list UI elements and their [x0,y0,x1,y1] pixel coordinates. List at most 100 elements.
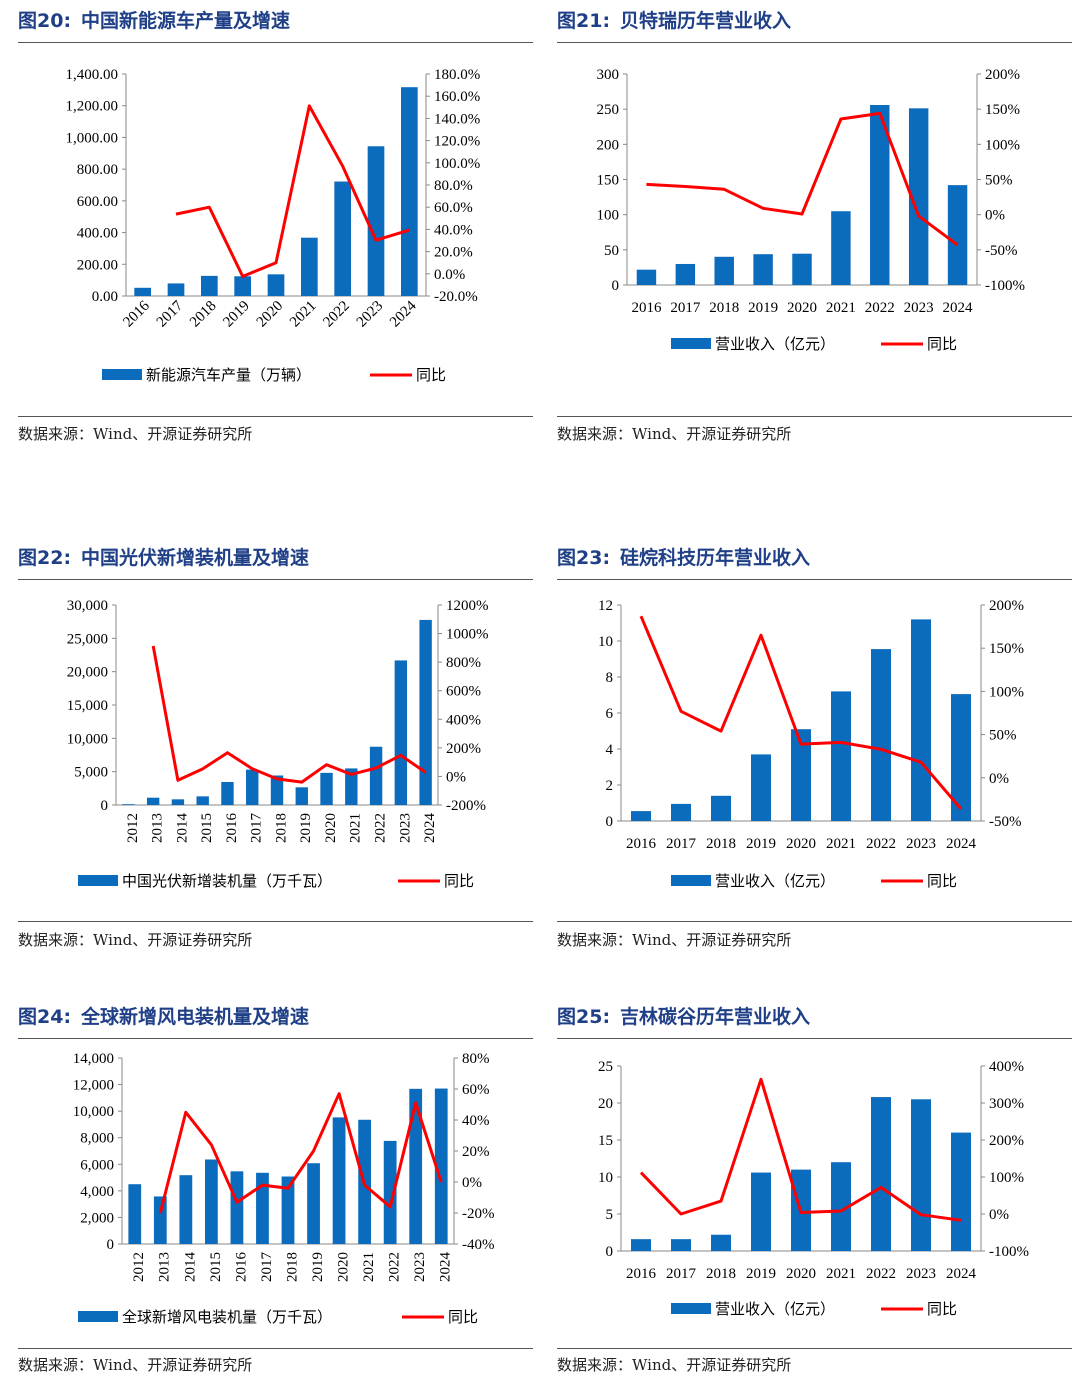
left-tick-label: 150 [597,173,620,189]
left-tick-label: 800.00 [77,162,118,178]
right-tick-label: -40% [462,1237,495,1253]
bar-2017 [167,283,185,296]
legend-bar-label: 营业收入（亿元） [715,1300,835,1318]
right-tick-label: 100% [989,684,1024,700]
figure-title: 图25: 吉林碳谷历年营业收入 [557,1002,810,1029]
figure-title-text: 中国新能源车产量及增速 [81,10,291,32]
bar-2017 [675,263,696,285]
figure-title-text: 全球新增风电装机量及增速 [81,1006,310,1028]
bar-2019 [307,1163,320,1244]
bar-2017 [671,1239,691,1251]
chart-c20: 0.00 200.00 400.00 600.00 800.00 1,000.00 1,20… [66,67,481,384]
left-tick-label: 12 [598,598,613,614]
right-tick-label: 0% [985,208,1005,224]
legend-bar-swatch [671,1303,711,1314]
left-tick-label: 0 [606,814,614,830]
right-tick-label: -100% [985,278,1025,294]
left-tick-label: 25 [598,1059,613,1075]
right-tick-label: 0% [989,771,1009,787]
bar-2016 [631,811,651,821]
bar-2020 [267,274,285,296]
x-tick-label: 2020 [336,1252,352,1282]
x-tick-label: 2020 [787,300,817,316]
figure-title: 图24: 全球新增风电装机量及增速 [18,1002,309,1029]
right-tick-label: 200% [989,598,1024,614]
left-tick-label: 6,000 [80,1157,114,1173]
bar-2021 [345,768,358,805]
right-tick-label: 20% [462,1144,490,1160]
x-tick-label: 2020 [254,298,287,331]
bar-2018 [711,795,731,821]
x-tick-label: 2014 [174,813,190,844]
left-tick-label: 5 [606,1207,614,1223]
title-rule [18,579,533,580]
x-tick-label: 2015 [208,1252,224,1282]
x-tick-label: 2021 [348,813,364,843]
source-rule [18,416,533,417]
left-tick-label: 0 [107,1237,115,1253]
x-tick-label: 2019 [748,300,778,316]
right-tick-label: 150% [985,102,1020,118]
left-tick-label: 8 [606,670,614,686]
bar-2023 [911,619,931,821]
source-note: 数据来源：Wind、开源证券研究所 [18,931,253,949]
right-tick-label: 160.0% [434,89,480,105]
x-tick-label: 2024 [943,300,974,316]
right-tick-label: 0.0% [434,267,465,283]
x-tick-label: 2015 [199,813,215,843]
x-tick-label: 2023 [412,1252,428,1282]
bar-2020 [332,1117,346,1244]
right-tick-label: 40% [462,1113,490,1129]
x-tick-label: 2022 [373,813,389,843]
right-tick-label: -20.0% [434,289,478,305]
right-tick-label: 0% [462,1175,482,1191]
figure-number: 图25: [557,1006,611,1028]
bar-2022 [383,1140,397,1244]
right-tick-label: -100% [989,1244,1029,1260]
right-tick-label: 50% [989,728,1017,744]
x-tick-label: 2018 [709,300,739,316]
chart-panel-23: 图23: 硅烷科技历年营业收入 0 2 4 6 8 10 12 -50% 0% 50% 100% 150… [557,543,1072,963]
left-tick-label: 0 [612,278,620,294]
legend-bar-swatch [671,875,711,886]
left-tick-label: 2 [606,778,614,794]
x-tick-label: 2013 [150,813,166,843]
x-tick-label: 2021 [826,300,856,316]
chart-panel-25: 图25: 吉林碳谷历年营业收入 0 5 10 15 20 25 -100% 0% 100% 200%… [557,1002,1072,1386]
bar-2017 [671,803,691,821]
bar-2021 [831,1162,851,1251]
bar-2022 [871,1097,891,1251]
right-tick-label: 800% [446,655,481,671]
bar-2012 [128,1184,142,1244]
x-tick-label: 2019 [220,298,253,331]
legend-bar-swatch [102,369,142,380]
x-tick-label: 2020 [786,836,816,852]
figure-title-text: 贝特瑞历年营业收入 [620,10,792,32]
right-tick-label: -50% [989,814,1022,830]
x-tick-label: 2018 [706,1266,736,1282]
figure-title-text: 吉林碳谷历年营业收入 [620,1006,811,1028]
right-tick-label: -20% [462,1206,495,1222]
bar-2024 [419,619,432,805]
bar-2023 [911,1099,931,1251]
left-tick-label: 4,000 [80,1184,114,1200]
bar-2021 [301,237,318,296]
x-tick-label: 2016 [626,1266,657,1282]
legend-bar-label: 营业收入（亿元） [715,335,835,353]
bar-2016 [221,781,234,805]
x-tick-label: 2016 [120,298,153,331]
left-tick-label: 30,000 [67,598,108,614]
right-tick-label: 150% [989,641,1024,657]
chart-panel-21: 图21: 贝特瑞历年营业收入 0 50 100 150 200 250 300 -100% -50… [557,6,1072,446]
title-rule [557,42,1072,43]
yoy-line [158,1092,443,1214]
x-tick-label: 2023 [906,836,936,852]
right-tick-label: 100% [989,1170,1024,1186]
legend-line-label: 同比 [927,335,957,353]
chart-c24: 0 2,000 4,000 6,000 8,000 10,000 12,000 14,000 -… [73,1051,495,1326]
title-rule [18,42,533,43]
left-tick-label: 1,000.00 [66,130,119,146]
bar-2022 [334,181,351,296]
source-rule [18,1348,533,1349]
bar-2020 [792,253,812,285]
